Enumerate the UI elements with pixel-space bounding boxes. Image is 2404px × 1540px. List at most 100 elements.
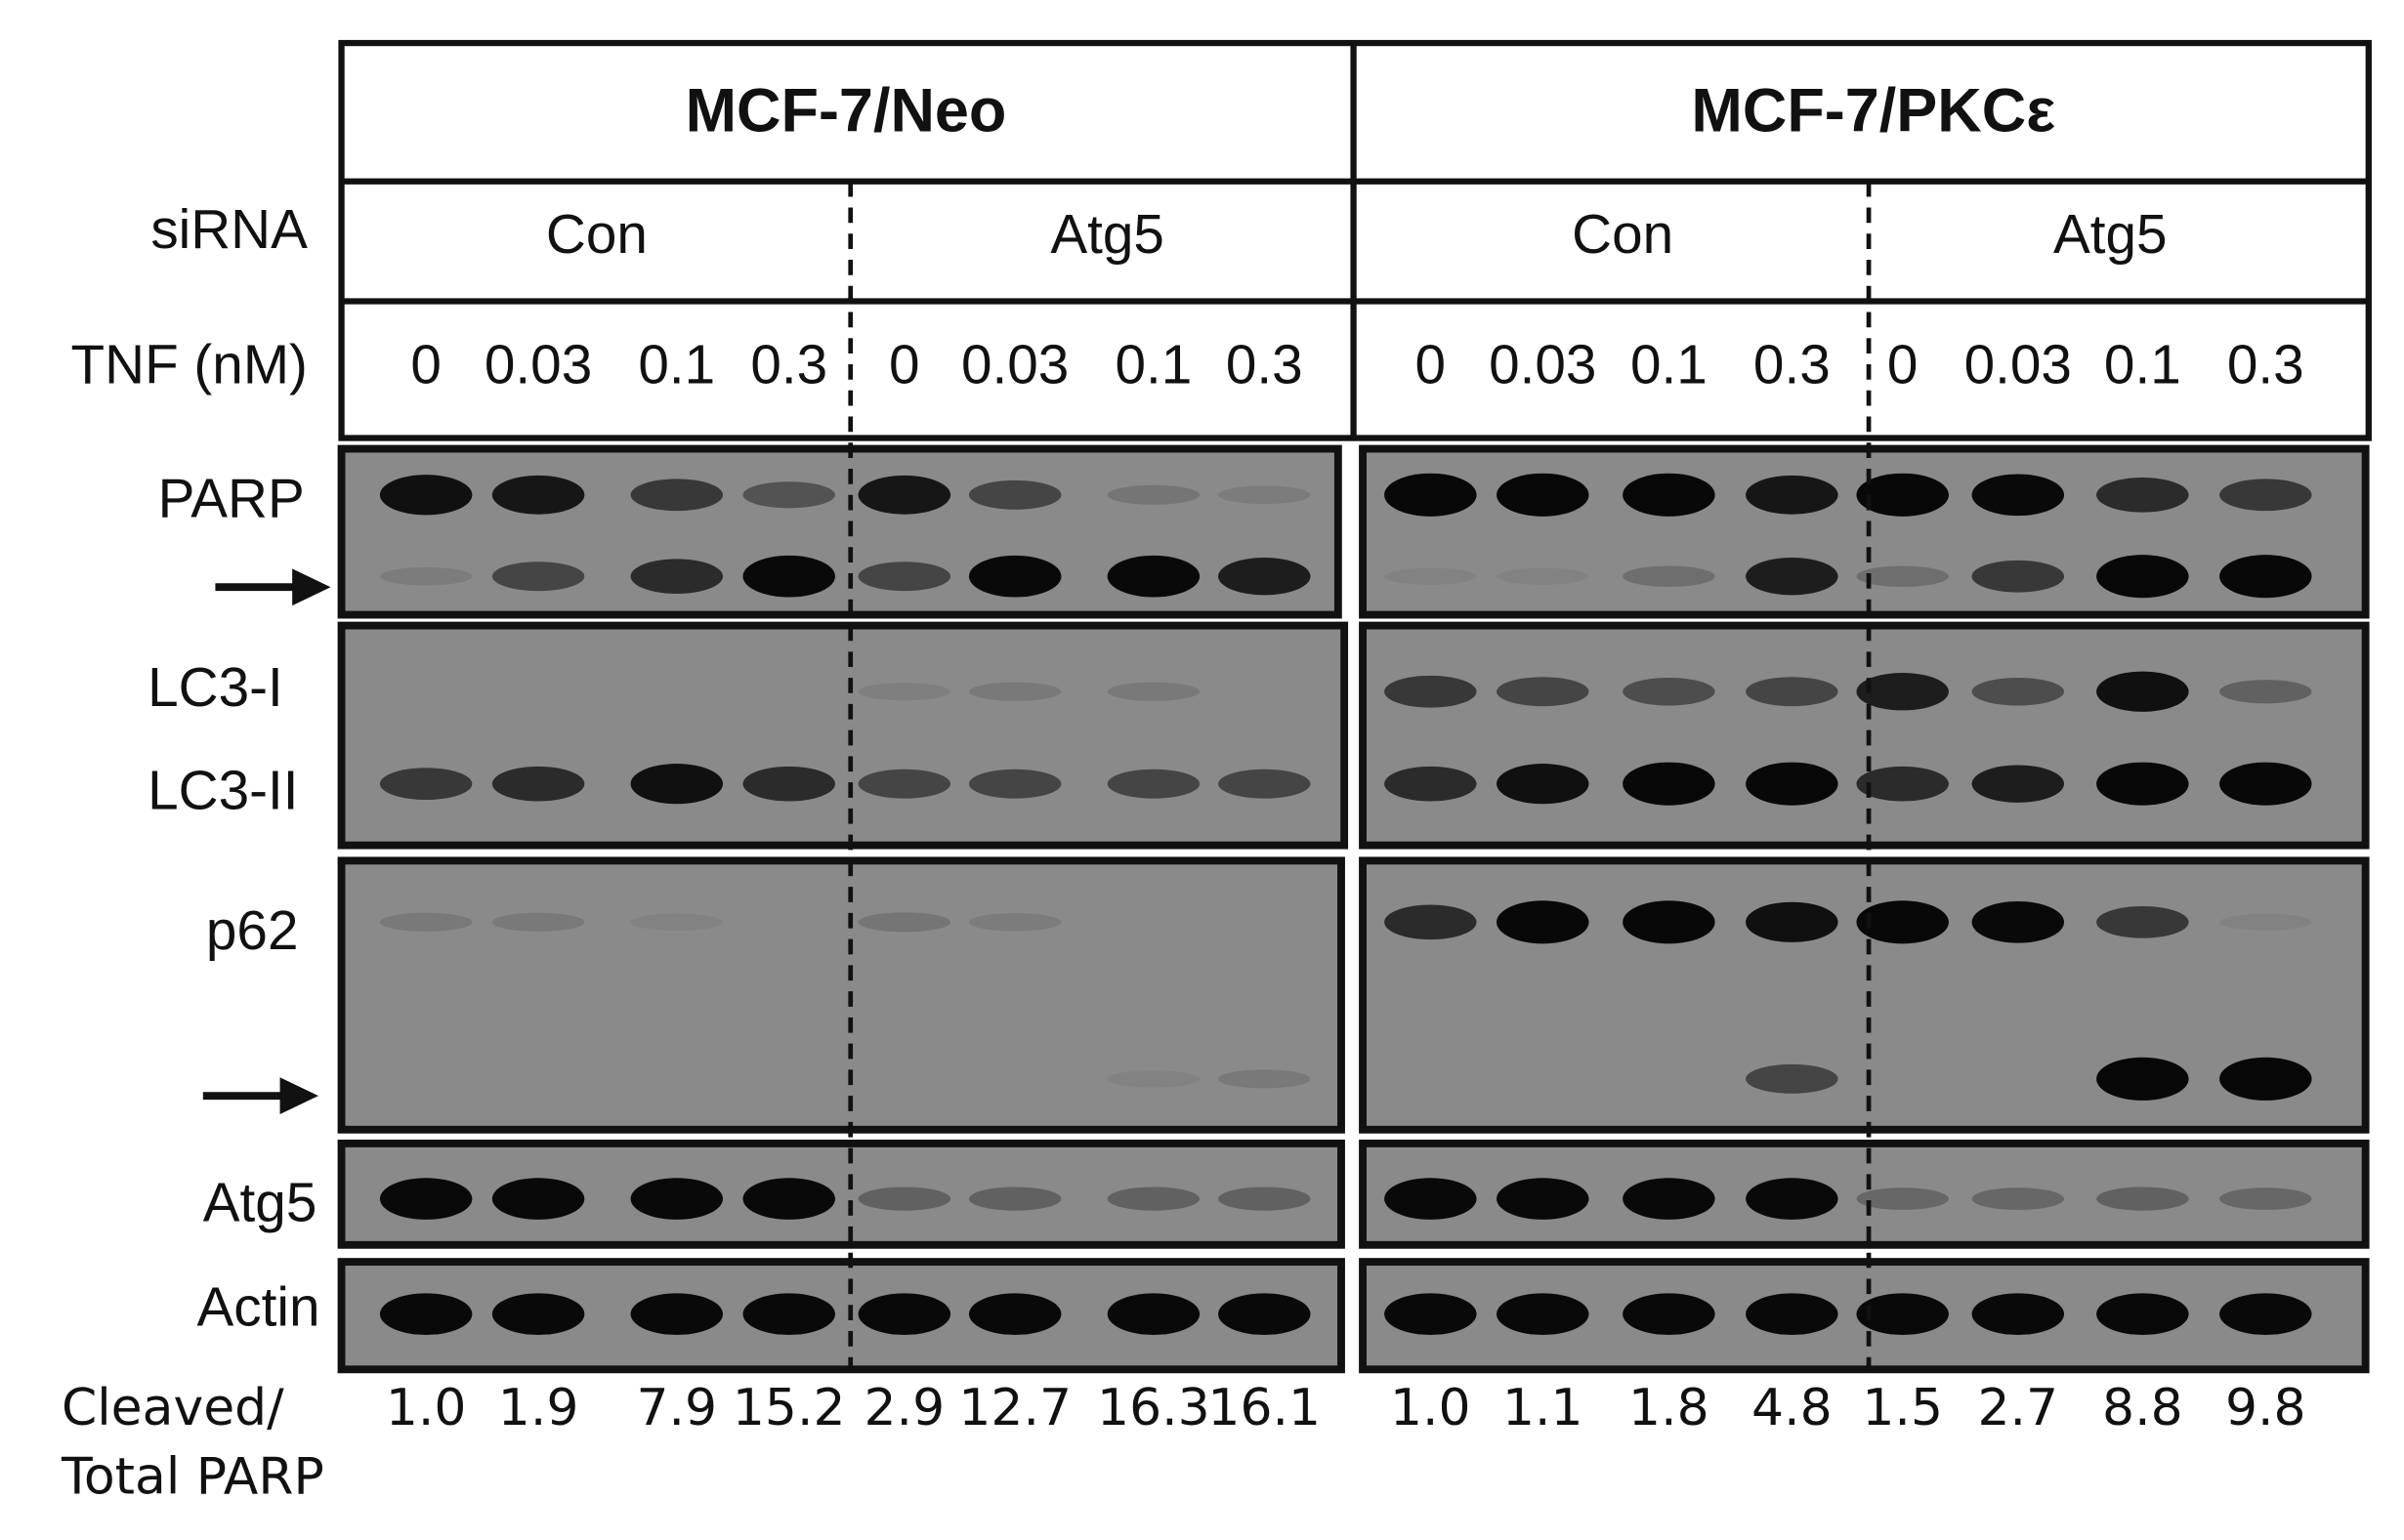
band xyxy=(491,912,585,932)
band xyxy=(968,769,1062,799)
blot-label: p62 xyxy=(206,900,299,962)
band xyxy=(379,566,473,586)
band xyxy=(1497,1293,1589,1335)
band xyxy=(968,682,1062,701)
blot-panel xyxy=(1359,856,2370,1134)
cleaved-ratio: 4.8 xyxy=(1751,1379,1833,1437)
band xyxy=(491,766,585,802)
tnf-dose: 0.1 xyxy=(1630,335,1708,396)
band xyxy=(379,912,473,932)
band xyxy=(1623,565,1715,587)
sirna-label: Atg5 xyxy=(2053,204,2168,266)
band xyxy=(1746,677,1838,707)
band xyxy=(630,559,724,594)
band xyxy=(2096,905,2189,938)
band xyxy=(1856,1293,1949,1335)
band xyxy=(1384,766,1477,802)
band xyxy=(1384,567,1477,585)
arrow xyxy=(215,568,331,606)
band xyxy=(379,768,473,801)
band xyxy=(1623,762,1715,806)
band xyxy=(1971,474,2065,517)
quant-label: Total PARP xyxy=(61,1448,324,1507)
band xyxy=(1971,765,2065,803)
row-label: TNF (nM) xyxy=(71,335,308,396)
band xyxy=(858,769,951,799)
band xyxy=(1497,1178,1589,1220)
sirna-label: Atg5 xyxy=(1050,204,1164,266)
tnf-dose: 0.3 xyxy=(750,335,827,396)
tnf-dose: 0.1 xyxy=(2104,335,2181,396)
cleaved-ratio: 8.8 xyxy=(2102,1379,2183,1437)
band xyxy=(1746,1293,1838,1335)
band xyxy=(1856,900,1949,944)
band xyxy=(630,1178,724,1220)
band xyxy=(2096,1293,2189,1335)
band xyxy=(379,1178,473,1220)
band xyxy=(1384,473,1477,517)
band xyxy=(858,475,951,515)
band xyxy=(742,1293,835,1335)
band xyxy=(1218,557,1311,596)
band xyxy=(1746,475,1838,515)
cleaved-ratio: 1.0 xyxy=(386,1379,467,1437)
band xyxy=(2219,1187,2312,1211)
blot-label: PARP xyxy=(158,469,305,530)
band xyxy=(1623,1293,1715,1335)
band xyxy=(630,479,724,512)
band xyxy=(1107,1186,1201,1211)
band xyxy=(2219,1293,2312,1335)
band xyxy=(2219,680,2312,704)
band xyxy=(1971,1293,2065,1335)
cleaved-ratio: 7.9 xyxy=(636,1379,717,1437)
band xyxy=(858,683,951,701)
band xyxy=(1218,485,1311,505)
band xyxy=(630,1293,724,1335)
lane-texts: 0 0.03 0.1 0.3 0 0.03 0.1 0.3 0 0.03 0.1 0.3 0 0.03 0.… xyxy=(386,335,2306,1437)
band xyxy=(2096,477,2189,513)
band xyxy=(1384,904,1477,940)
cleaved-ratio: 1.1 xyxy=(1502,1379,1583,1437)
blot-label: Atg5 xyxy=(203,1172,317,1233)
band xyxy=(1746,1063,1838,1094)
band xyxy=(2096,555,2189,599)
cleaved-ratio: 16.3 xyxy=(1097,1379,1210,1437)
band xyxy=(491,475,585,515)
band xyxy=(1746,762,1838,806)
band xyxy=(968,1293,1062,1335)
band xyxy=(2096,1186,2189,1211)
tnf-dose: 0.1 xyxy=(1116,335,1193,396)
band xyxy=(1107,484,1201,505)
band xyxy=(1856,473,1949,517)
blot-label: LC3-II xyxy=(148,761,298,822)
band xyxy=(1497,900,1589,944)
band xyxy=(858,562,951,592)
band xyxy=(379,1293,473,1335)
band xyxy=(491,1178,585,1220)
band xyxy=(968,479,1062,510)
band xyxy=(968,1186,1062,1211)
band xyxy=(2219,479,2312,512)
band xyxy=(1746,1178,1838,1220)
blot-panels xyxy=(337,444,2370,1374)
band xyxy=(1497,677,1589,707)
tnf-dose: 0.03 xyxy=(485,335,592,396)
arrow xyxy=(202,1077,318,1115)
tnf-dose: 0.3 xyxy=(2227,335,2304,396)
band xyxy=(630,913,724,932)
band xyxy=(968,555,1062,598)
band xyxy=(858,1186,951,1211)
group-title: MCF-7/PKCε xyxy=(1691,77,2055,146)
tnf-dose: 0.03 xyxy=(961,335,1069,396)
band xyxy=(2096,762,2189,806)
tnf-dose: 0 xyxy=(410,335,442,396)
band xyxy=(1623,677,1715,706)
cleaved-ratio: 15.2 xyxy=(733,1379,846,1437)
group-title: MCF-7/Neo xyxy=(686,77,1007,146)
blot-panel xyxy=(1359,621,2370,850)
band xyxy=(1107,1293,1201,1335)
band xyxy=(1971,1187,2065,1211)
band xyxy=(1746,901,1838,942)
cleaved-ratio: 1.5 xyxy=(1862,1379,1943,1437)
